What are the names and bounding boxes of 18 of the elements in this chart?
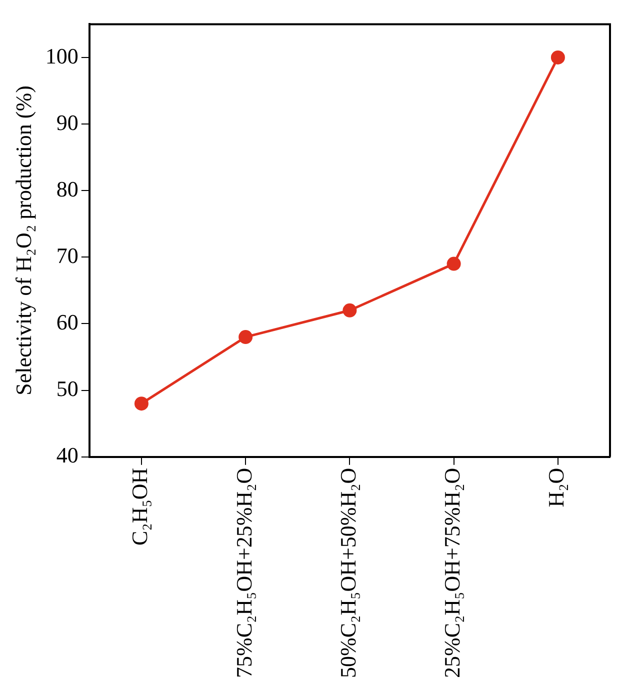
- y-tick-label: 50: [56, 376, 78, 402]
- y-tick-label: 90: [56, 110, 78, 135]
- x-tick-label: 75%C₂H₅OH+25%H₂O: [231, 468, 256, 678]
- point: [550, 50, 565, 64]
- point: [342, 303, 357, 318]
- y-tick-label: 70: [56, 242, 78, 268]
- x-tick-label: 25%C₂H₅OH+75%H₂O: [440, 468, 465, 678]
- y-tick-label: 80: [56, 176, 78, 202]
- x-tick-label: C₂H₅OH: [127, 468, 152, 546]
- y-tick-label: 100: [45, 43, 78, 68]
- y-tick-label: 60: [56, 309, 78, 334]
- point: [446, 256, 461, 271]
- y-tick-label: 40: [56, 442, 78, 468]
- x-tick-label: H₂O: [544, 468, 569, 508]
- point: [238, 330, 253, 344]
- point: [134, 396, 148, 411]
- x-tick-label: 50%C₂H₅OH+50%H₂O: [335, 468, 360, 678]
- y-axis-title: Selectivity of H₂O₂ production (%): [10, 86, 36, 396]
